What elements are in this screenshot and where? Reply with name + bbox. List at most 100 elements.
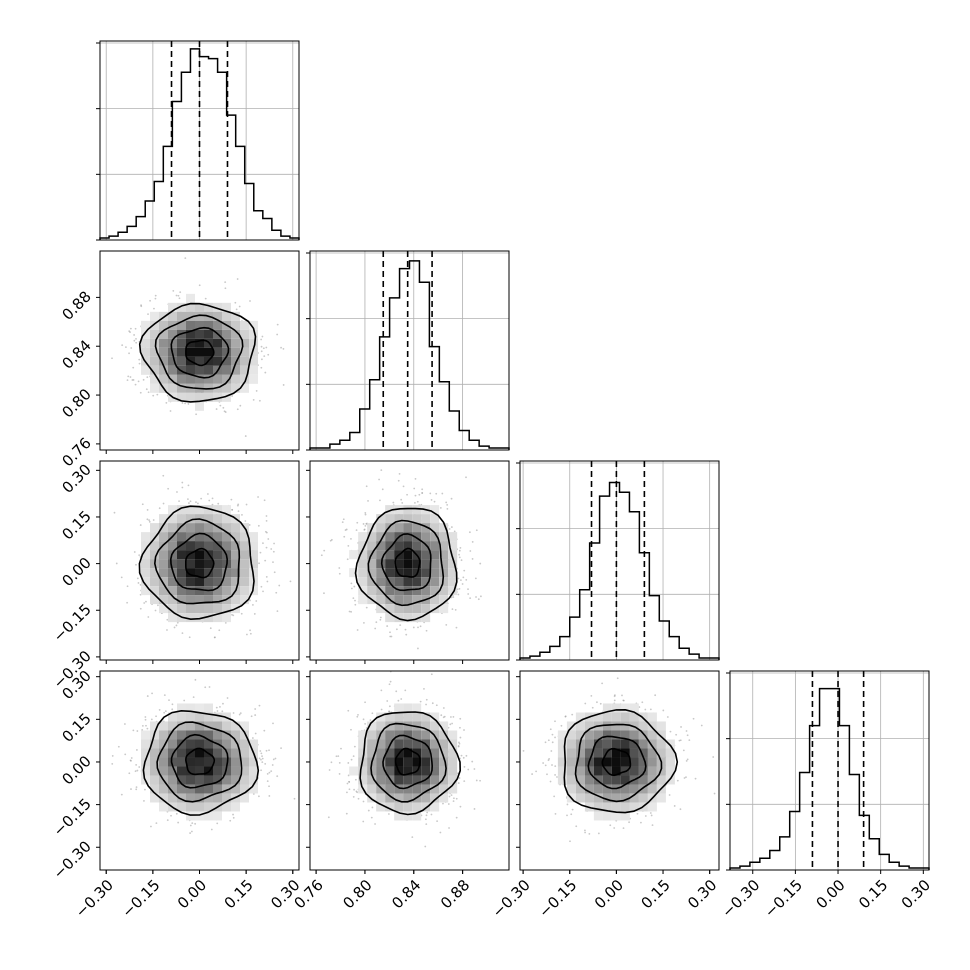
density-cell	[358, 550, 368, 560]
sample-point	[254, 732, 257, 735]
sample-point	[282, 384, 285, 386]
sample-point	[162, 502, 165, 505]
density-cell	[593, 766, 603, 776]
sample-point	[554, 765, 557, 768]
density-cell	[213, 721, 222, 731]
sample-point	[231, 508, 233, 511]
sample-point	[363, 528, 366, 531]
sample-point	[459, 805, 462, 808]
sample-point	[239, 404, 242, 407]
sample-point	[352, 755, 355, 758]
sample-point	[414, 502, 416, 504]
sample-point	[471, 558, 474, 560]
density-cell	[358, 766, 368, 776]
sample-point	[584, 829, 586, 832]
density-cell	[177, 392, 186, 402]
density-cell	[231, 532, 240, 542]
x-tick-label: −0.15	[761, 876, 806, 921]
density-cell	[168, 586, 177, 596]
density-cell	[439, 541, 449, 551]
density-cell	[141, 541, 150, 551]
density-cell	[204, 505, 213, 515]
sample-point	[189, 832, 192, 834]
density-cell	[195, 365, 204, 375]
density-cell	[611, 793, 621, 803]
density-cell	[168, 766, 177, 776]
sample-point	[566, 814, 568, 817]
sample-point	[130, 347, 133, 349]
density-cell	[611, 766, 621, 776]
sample-point	[386, 700, 389, 702]
density-cell	[186, 514, 195, 524]
density-cell	[222, 775, 231, 785]
density-cell	[602, 757, 612, 767]
sample-point	[469, 550, 472, 552]
density-cell	[638, 748, 648, 758]
density-cell	[150, 748, 159, 758]
density-cell	[394, 775, 404, 785]
sample-point	[121, 344, 124, 347]
sample-point	[457, 593, 460, 596]
density-cell	[240, 541, 249, 551]
sample-point	[463, 729, 465, 731]
density-cell	[430, 793, 440, 803]
density-cell	[177, 338, 186, 348]
density-cell	[204, 757, 213, 767]
density-cell	[186, 365, 195, 375]
density-cell	[168, 712, 177, 722]
sample-point	[232, 813, 234, 816]
x-tick-label: 0.00	[812, 876, 848, 912]
density-cell	[638, 730, 648, 740]
sample-point	[459, 546, 462, 549]
density-cell	[177, 793, 186, 803]
sample-point	[451, 608, 454, 611]
density-cell	[430, 568, 440, 578]
density-cell	[611, 739, 621, 749]
x-tick-label: 0.15	[221, 876, 257, 912]
sample-point	[134, 770, 137, 773]
density-cell	[186, 775, 195, 785]
hist-panel-4	[726, 670, 930, 871]
density-cell	[240, 739, 249, 749]
sample-point	[628, 821, 630, 824]
density-cell	[159, 374, 168, 384]
density-cell	[186, 302, 195, 312]
sample-point	[272, 561, 274, 563]
sample-point	[378, 478, 380, 481]
density-cell	[231, 374, 240, 384]
sample-point	[406, 493, 408, 496]
sample-point	[267, 538, 270, 540]
sample-point	[362, 820, 365, 823]
density-cell	[204, 392, 213, 402]
x-tick-label: 0.84	[388, 876, 424, 912]
contour-line	[185, 339, 215, 367]
density-cell	[638, 739, 648, 749]
density-cell	[150, 793, 159, 803]
sample-point	[129, 327, 132, 330]
sample-point	[350, 610, 353, 613]
sample-point	[141, 724, 144, 727]
density-cell	[557, 730, 567, 740]
density-cell	[421, 784, 431, 794]
density-cell	[367, 532, 377, 542]
sample-point	[208, 499, 211, 502]
density-cell	[231, 595, 240, 605]
scatter-panel-2-1	[96, 250, 300, 454]
density-cell	[656, 748, 666, 758]
sample-point	[144, 718, 147, 721]
density-cell	[150, 532, 159, 542]
sample-point	[135, 563, 137, 566]
density-cell	[448, 730, 458, 740]
density-cell	[186, 703, 195, 713]
density-cell	[150, 311, 159, 321]
density-cell	[394, 793, 404, 803]
sample-point	[246, 633, 248, 636]
density-cell	[584, 748, 594, 758]
sample-point	[293, 797, 296, 800]
density-cell	[186, 793, 195, 803]
sample-point	[474, 577, 477, 580]
density-cell	[168, 739, 177, 749]
sample-point	[463, 765, 466, 768]
density-cell	[141, 532, 150, 542]
density-cell	[213, 356, 222, 366]
